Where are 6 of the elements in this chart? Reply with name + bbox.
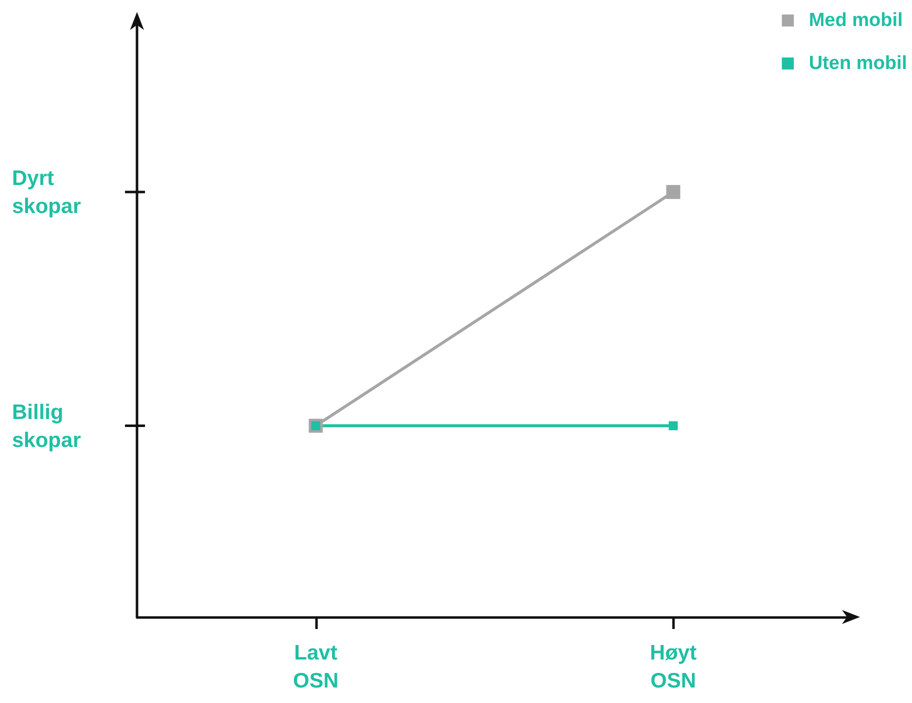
- x-tick-label: Lavt OSN: [292, 642, 339, 692]
- legend-label: Med mobil: [808, 10, 903, 31]
- x-tick-label: Høyt OSN: [650, 642, 697, 692]
- legend-label: Uten mobil: [808, 53, 908, 74]
- text: Billig skopar: [12, 400, 81, 452]
- text: Dyrt skopar: [12, 167, 81, 218]
